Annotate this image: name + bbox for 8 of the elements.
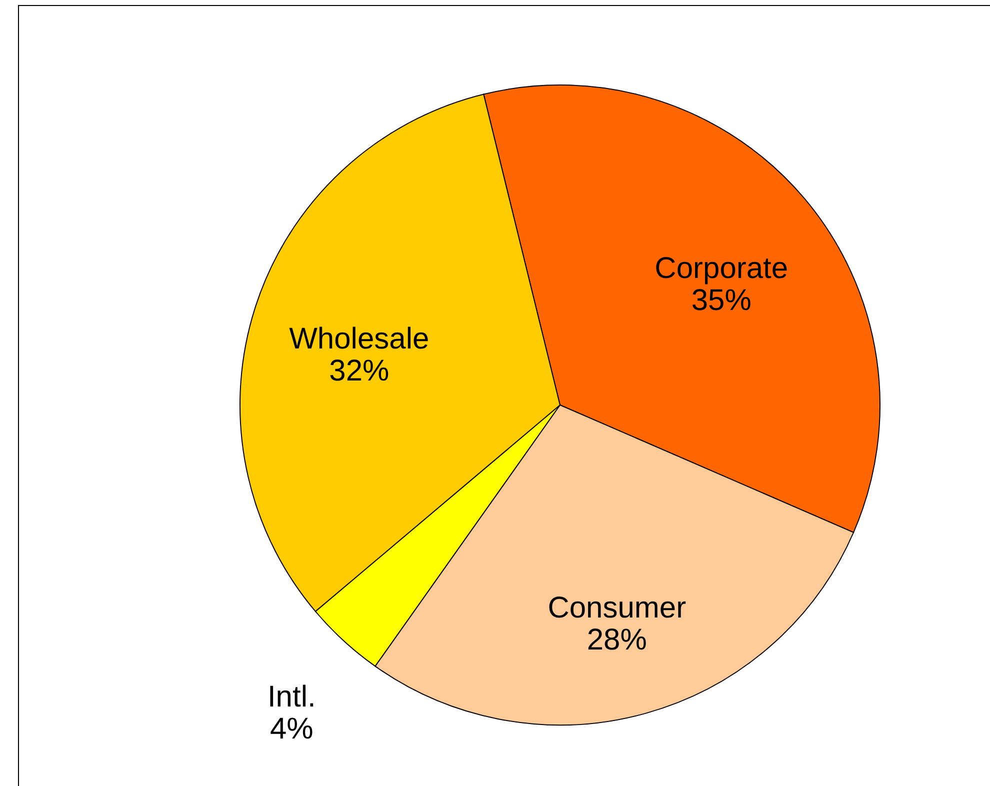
slice-label: Consumer — [548, 591, 686, 624]
data-label: 4% — [270, 712, 314, 746]
slice-label: Corporate — [654, 252, 788, 285]
data-label: 28% — [586, 623, 647, 656]
data-label: 35% — [691, 284, 752, 317]
slice-label: Wholesale — [289, 322, 430, 356]
slice-label: Intl. — [267, 680, 316, 714]
data-label: 32% — [329, 354, 390, 388]
